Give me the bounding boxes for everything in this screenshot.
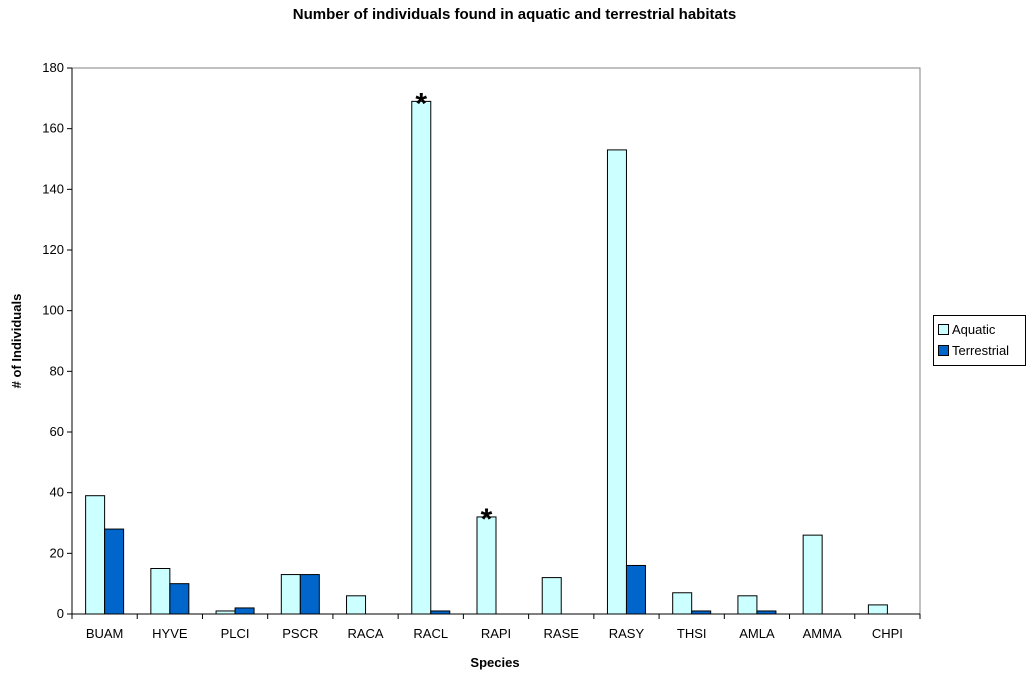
- chart-title: Number of individuals found in aquatic a…: [292, 6, 737, 23]
- y-tick-label-140: 140: [42, 181, 64, 196]
- x-tick-label-hyve: HYVE: [152, 626, 188, 641]
- x-tick-label-pscr: PSCR: [282, 626, 318, 641]
- legend: Aquatic Terrestrial: [933, 315, 1026, 366]
- y-tick-label-160: 160: [42, 121, 64, 136]
- y-tick-label-40: 40: [50, 485, 64, 500]
- y-tick-label-120: 120: [42, 242, 64, 257]
- y-tick-label-20: 20: [50, 545, 64, 560]
- y-tick-label-60: 60: [50, 424, 64, 439]
- y-tick-label-80: 80: [50, 363, 64, 378]
- y-tick-label-180: 180: [42, 60, 64, 75]
- legend-swatch-aquatic: [938, 324, 949, 335]
- x-tick-label-rapi: RAPI: [481, 626, 511, 641]
- bar-aquatic-amla: [737, 595, 758, 615]
- annotation-asterisk-racl: *: [415, 87, 427, 120]
- annotation-asterisk-rapi: *: [481, 503, 493, 536]
- x-tick-label-buam: BUAM: [86, 626, 124, 641]
- x-tick-label-racl: RACL: [413, 626, 448, 641]
- x-tick-label-rasy: RASY: [609, 626, 645, 641]
- bar-aquatic-hyve: [150, 568, 171, 615]
- legend-label-aquatic: Aquatic: [952, 322, 996, 337]
- bars-layer: [85, 100, 888, 615]
- y-tick-label-100: 100: [42, 303, 64, 318]
- x-tick-label-chpi: CHPI: [872, 626, 903, 641]
- legend-item-aquatic: Aquatic: [938, 319, 1021, 340]
- bar-terrestrial-hyve: [169, 583, 190, 615]
- bar-aquatic-chpi: [867, 604, 888, 615]
- bar-terrestrial-pscr: [299, 574, 320, 615]
- bar-aquatic-amma: [802, 534, 823, 615]
- legend-swatch-terrestrial: [938, 345, 949, 356]
- x-tick-label-raca: RACA: [347, 626, 383, 641]
- labels-layer: 0 20 40 60 80 100 120 140 160 180 BUAM HYVE PLCI PSCR…: [42, 60, 903, 641]
- x-tick-label-thsi: THSI: [677, 626, 707, 641]
- bar-aquatic-racl: [411, 100, 432, 615]
- legend-item-terrestrial: Terrestrial: [938, 340, 1021, 361]
- x-axis-label: Species: [470, 655, 519, 670]
- bar-terrestrial-plci: [234, 607, 255, 615]
- bar-terrestrial-rasy: [625, 564, 646, 615]
- axes-layer: [67, 67, 921, 619]
- legend-label-terrestrial: Terrestrial: [952, 343, 1010, 358]
- x-tick-label-rase: RASE: [544, 626, 580, 641]
- bar-aquatic-rasy: [606, 149, 627, 615]
- bar-aquatic-raca: [346, 595, 367, 615]
- x-tick-label-amma: AMMA: [803, 626, 842, 641]
- x-tick-label-plci: PLCI: [221, 626, 250, 641]
- bar-terrestrial-buam: [104, 528, 125, 615]
- bar-aquatic-rase: [541, 577, 562, 615]
- y-tick-label-0: 0: [57, 606, 64, 621]
- bar-aquatic-thsi: [672, 592, 693, 615]
- bar-aquatic-buam: [85, 495, 106, 615]
- y-axis-label: # of Individuals: [9, 294, 24, 389]
- x-tick-label-amla: AMLA: [739, 626, 775, 641]
- bar-aquatic-pscr: [280, 574, 301, 615]
